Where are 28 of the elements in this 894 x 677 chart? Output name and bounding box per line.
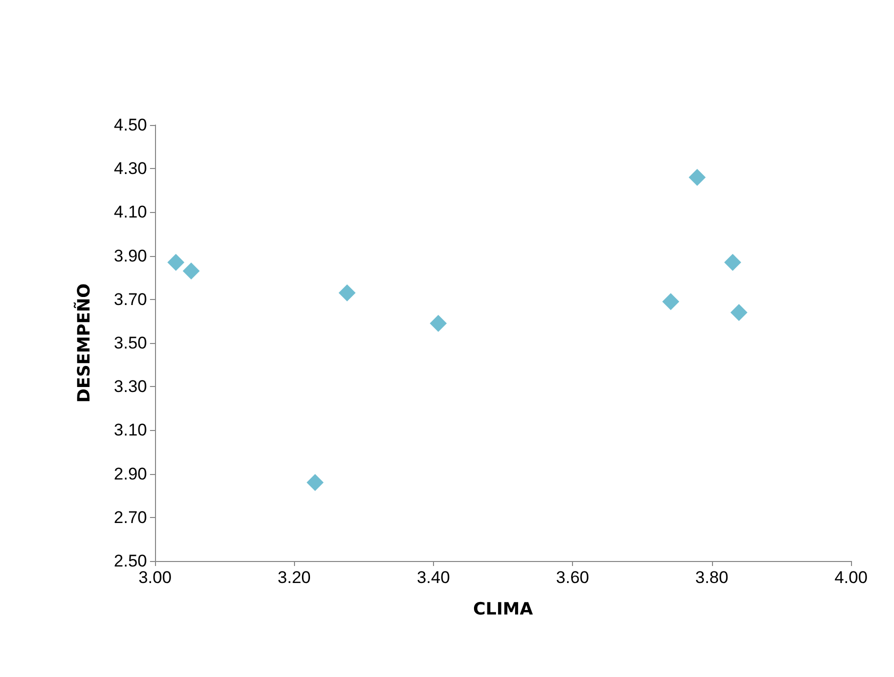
point [430, 314, 447, 332]
point [730, 304, 748, 321]
x-tick-label: 4.00 [834, 568, 868, 587]
x-tick-label: 3.80 [695, 568, 728, 587]
x-tick-label: 3.40 [416, 568, 450, 587]
y-tick-label: 4.50 [114, 116, 147, 134]
y-tick-label: 2.50 [114, 552, 147, 570]
x-tick-label: 3.00 [138, 568, 172, 587]
y-tick-label: 2.90 [114, 464, 147, 484]
y-tick-label: 2.70 [114, 508, 147, 527]
point [306, 474, 324, 492]
point [167, 254, 184, 271]
y-tick-label: 3.70 [114, 290, 147, 309]
y-tick-label: 4.30 [114, 159, 147, 178]
y-tick-label: 3.30 [114, 377, 147, 396]
point [662, 293, 680, 310]
point [182, 262, 200, 280]
point [338, 284, 356, 302]
y-axis-title: DESEMPEÑO [74, 283, 94, 403]
x-tick-label: 3.20 [278, 568, 311, 587]
y-tick-label: 3.50 [114, 334, 147, 352]
y-tick-label: 4.10 [114, 202, 147, 222]
y-tick-label: 3.90 [114, 246, 147, 266]
x-tick-label: 3.60 [556, 568, 590, 587]
x-axis-title: CLIMA [473, 600, 534, 620]
point [688, 168, 706, 186]
y-tick-label: 3.10 [114, 420, 147, 440]
point [724, 254, 742, 271]
